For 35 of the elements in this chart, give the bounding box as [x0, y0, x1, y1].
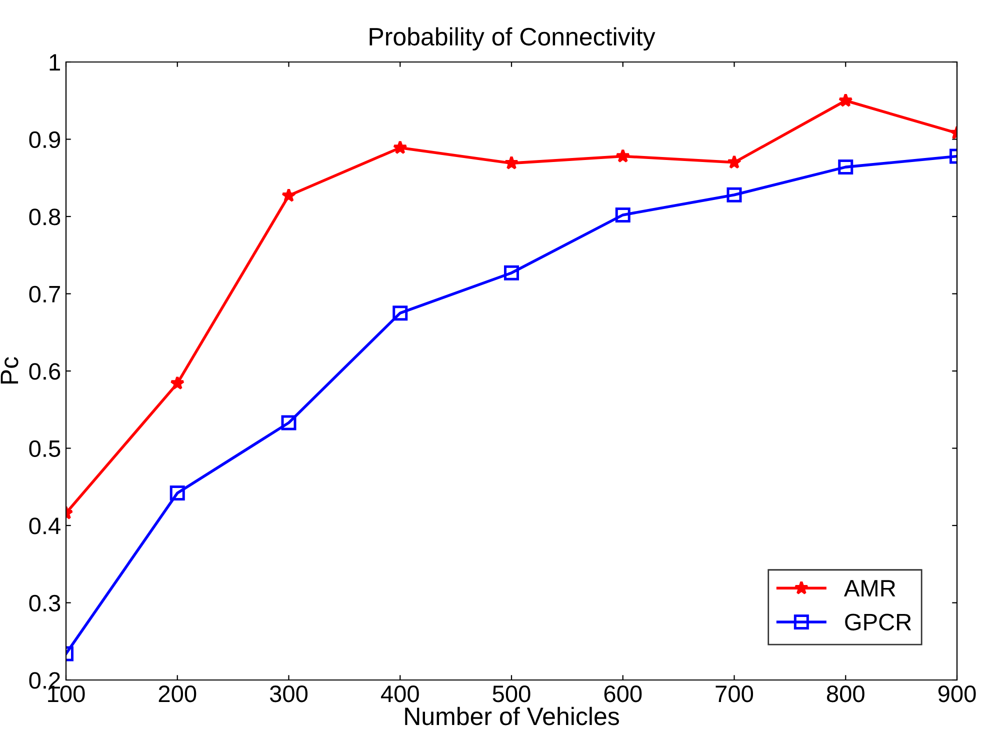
chart-title: Probability of Connectivity: [370, 27, 656, 51]
point: [282, 188, 296, 202]
point: [392, 306, 408, 321]
point: [504, 265, 519, 280]
x-tick-label: 500: [492, 685, 530, 702]
x-tick-label: 900: [938, 685, 976, 702]
x-tick-label: 200: [158, 685, 196, 702]
x-tick-label: 400: [380, 685, 419, 702]
x-tick-label: 600: [604, 685, 642, 702]
y-tick-label: 0.9: [29, 131, 60, 148]
point: [170, 376, 185, 390]
x-tick-label: 800: [826, 685, 864, 702]
point: [616, 148, 630, 163]
y-tick-label: 0.3: [29, 594, 60, 612]
point: [727, 154, 742, 169]
y-tick-label: 0.7: [29, 286, 60, 303]
x-tick-label: 300: [270, 685, 308, 702]
x-axis-title: Number of Vehicles: [405, 706, 619, 726]
legend-label: GPCR: [845, 614, 912, 630]
point: [838, 160, 854, 175]
point: [170, 486, 185, 501]
point: [504, 156, 519, 170]
legend-label: AMR: [844, 580, 896, 596]
y-tick-label: 0.6: [29, 363, 60, 380]
y-axis-title: Pc: [0, 357, 18, 384]
y-tick-label: 0.8: [29, 208, 60, 226]
point: [615, 207, 630, 222]
y-tick-label: 0.5: [29, 440, 60, 458]
point: [726, 187, 742, 202]
point: [838, 93, 853, 107]
point: [281, 415, 296, 430]
y-tick-label: 0.4: [29, 518, 60, 534]
point: [392, 140, 408, 154]
x-tick-label: 700: [716, 685, 754, 702]
y-tick-label: 1: [50, 54, 60, 71]
